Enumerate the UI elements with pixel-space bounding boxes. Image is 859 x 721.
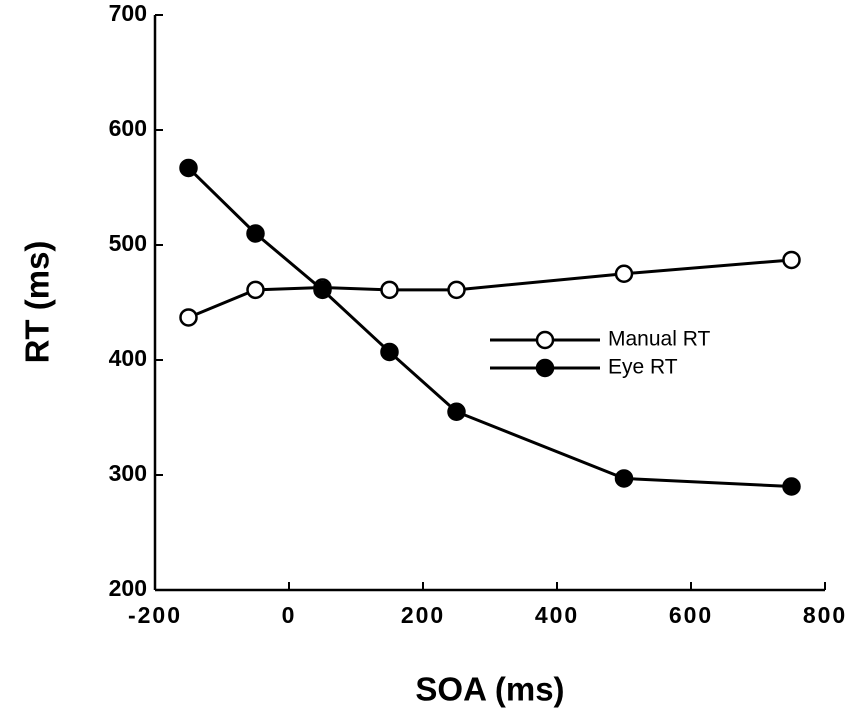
data-point xyxy=(614,264,634,283)
data-point xyxy=(380,280,399,300)
y-tick-label: 300 xyxy=(109,460,147,486)
legend-label: Eye RT xyxy=(608,356,678,379)
y-tick-label: 200 xyxy=(109,575,147,601)
y-axis-label: RT (ms) xyxy=(19,241,56,364)
y-tick-label: 600 xyxy=(109,115,147,141)
data-point xyxy=(313,280,332,300)
x-tick-label: 400 xyxy=(535,602,579,628)
data-point xyxy=(246,224,265,243)
legend-marker xyxy=(535,330,555,350)
data-point xyxy=(447,280,466,300)
data-point xyxy=(246,280,265,300)
data-point xyxy=(782,477,801,496)
legend-marker xyxy=(535,358,555,378)
y-tick-label: 700 xyxy=(109,0,147,26)
x-tick-label: -200 xyxy=(128,602,182,628)
data-point xyxy=(179,158,198,178)
x-tick-label: 800 xyxy=(803,602,847,628)
x-axis-label: SOA (ms) xyxy=(415,671,564,708)
legend-label: Manual RT xyxy=(608,328,710,351)
x-tick-label: 600 xyxy=(669,602,713,628)
y-tick-label: 500 xyxy=(109,230,147,256)
data-point xyxy=(380,342,399,362)
data-point xyxy=(614,469,634,488)
x-tick-label: 0 xyxy=(282,602,297,628)
data-point xyxy=(447,402,466,421)
series-line xyxy=(187,258,792,319)
data-point xyxy=(782,250,801,270)
data-point xyxy=(179,308,198,327)
y-tick-label: 400 xyxy=(109,345,147,371)
x-tick-label: 200 xyxy=(401,602,445,628)
